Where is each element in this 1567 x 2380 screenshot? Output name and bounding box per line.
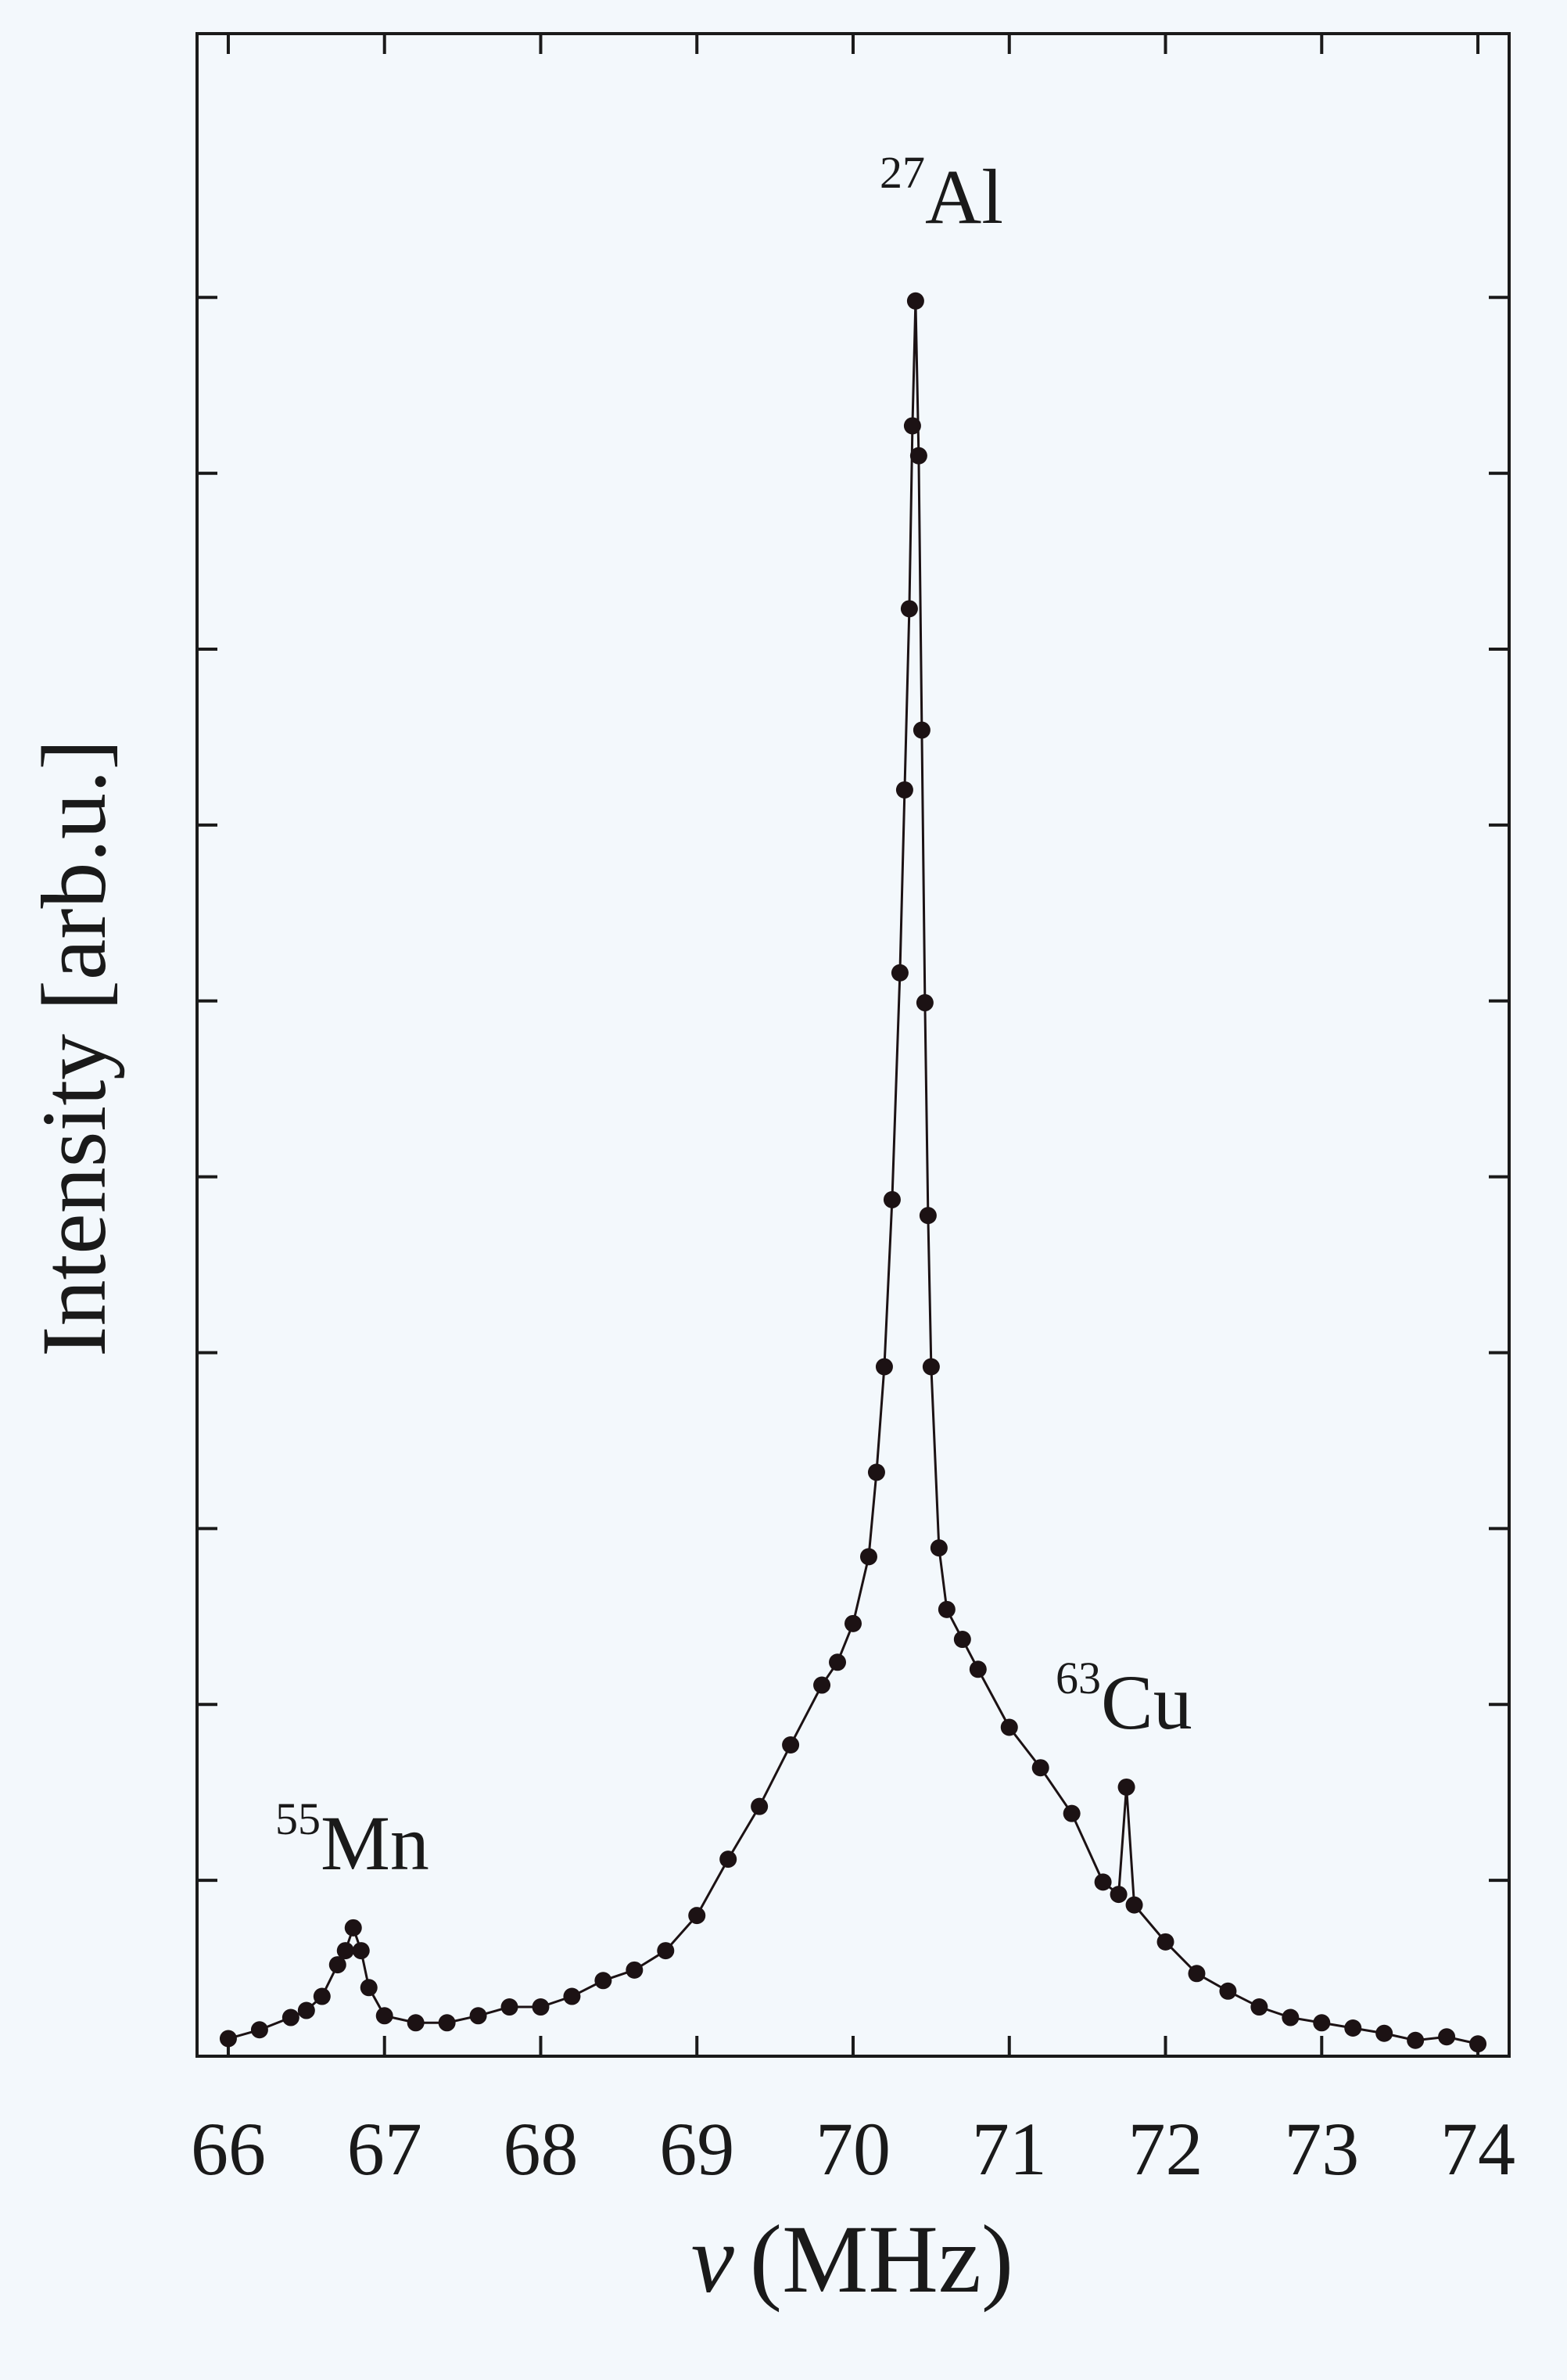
annotation-element: Mn bbox=[321, 1800, 429, 1886]
data-point bbox=[782, 1736, 800, 1754]
annotation-mass: 63 bbox=[1056, 1653, 1101, 1703]
x-tick-label: 70 bbox=[816, 2107, 891, 2191]
data-point bbox=[626, 1961, 644, 1979]
data-point bbox=[281, 2008, 299, 2026]
data-point bbox=[829, 1653, 847, 1671]
data-point bbox=[469, 2007, 487, 2025]
x-tick-label: 71 bbox=[972, 2107, 1047, 2191]
data-point bbox=[563, 1987, 581, 2005]
data-point bbox=[969, 1660, 987, 1678]
data-point bbox=[1407, 2031, 1425, 2049]
x-tick-label: 68 bbox=[503, 2107, 578, 2191]
data-point bbox=[375, 2007, 393, 2025]
data-point bbox=[844, 1614, 862, 1632]
data-point bbox=[909, 447, 927, 465]
data-point bbox=[344, 1919, 362, 1937]
x-tick-label: 74 bbox=[1440, 2107, 1515, 2191]
x-axis-unit: (MHz) bbox=[750, 2206, 1013, 2313]
data-point bbox=[953, 1631, 971, 1649]
data-point bbox=[895, 781, 913, 799]
annotation: 27Al bbox=[880, 147, 1003, 240]
data-point bbox=[352, 1942, 370, 1960]
data-point bbox=[438, 2014, 456, 2032]
annotation-mass: 55 bbox=[275, 1793, 321, 1844]
data-point bbox=[916, 994, 934, 1012]
x-tick-label: 72 bbox=[1128, 2107, 1203, 2191]
data-point bbox=[875, 1358, 893, 1376]
data-point bbox=[919, 1207, 937, 1225]
data-point bbox=[1282, 2008, 1300, 2026]
annotation: 55Mn bbox=[275, 1793, 429, 1886]
annotation-element: Cu bbox=[1101, 1659, 1192, 1746]
data-point bbox=[1438, 2028, 1456, 2046]
data-point bbox=[883, 1190, 901, 1208]
data-point bbox=[1156, 1933, 1174, 1951]
data-point bbox=[532, 1998, 550, 2016]
data-point bbox=[336, 1942, 354, 1960]
data-point bbox=[328, 1956, 346, 1974]
data-point bbox=[930, 1539, 948, 1557]
data-point bbox=[219, 2030, 237, 2048]
data-point bbox=[360, 1979, 378, 1997]
x-tick-label: 67 bbox=[347, 2107, 422, 2191]
data-point bbox=[407, 2014, 425, 2032]
data-point bbox=[500, 1998, 518, 2016]
data-point bbox=[922, 1358, 940, 1376]
annotation: 63Cu bbox=[1056, 1653, 1192, 1746]
data-point bbox=[906, 292, 924, 310]
data-point bbox=[1344, 2019, 1362, 2037]
x-axis-label: ν (MHz) bbox=[691, 2206, 1013, 2313]
data-point bbox=[1000, 1718, 1018, 1736]
x-axis-symbol: ν bbox=[691, 2206, 735, 2313]
data-point bbox=[1250, 1998, 1268, 2016]
data-point bbox=[751, 1797, 769, 1815]
x-tick-label: 69 bbox=[659, 2107, 734, 2191]
data-point bbox=[1094, 1873, 1112, 1891]
data-point bbox=[313, 1987, 331, 2005]
data-point bbox=[594, 1972, 612, 1990]
data-point bbox=[813, 1676, 831, 1694]
data-point bbox=[297, 2001, 315, 2019]
x-tick-label: 73 bbox=[1284, 2107, 1359, 2191]
data-point bbox=[913, 721, 931, 739]
data-point bbox=[891, 964, 909, 982]
annotation-element: Al bbox=[925, 153, 1003, 240]
data-point bbox=[657, 1942, 675, 1960]
y-axis-label: Intensity [arb.u.] bbox=[23, 739, 125, 1357]
data-point bbox=[1375, 2024, 1393, 2042]
data-point bbox=[1063, 1804, 1081, 1822]
annotation-mass: 27 bbox=[880, 147, 925, 198]
data-point bbox=[900, 600, 918, 618]
data-point bbox=[1469, 2035, 1487, 2053]
data-point bbox=[1188, 1965, 1206, 1983]
data-point bbox=[938, 1600, 956, 1618]
data-point bbox=[1031, 1759, 1049, 1777]
data-point bbox=[1117, 1778, 1135, 1796]
data-point bbox=[1125, 1896, 1143, 1914]
data-point bbox=[1313, 2014, 1331, 2032]
data-point bbox=[903, 417, 921, 435]
data-point bbox=[867, 1463, 885, 1481]
x-tick-label: 66 bbox=[191, 2107, 266, 2191]
data-point bbox=[1219, 1982, 1237, 2000]
data-point bbox=[859, 1548, 877, 1566]
data-point bbox=[719, 1851, 737, 1868]
data-point bbox=[250, 2021, 268, 2039]
data-point bbox=[688, 1907, 706, 1925]
data-point bbox=[1110, 1886, 1128, 1904]
